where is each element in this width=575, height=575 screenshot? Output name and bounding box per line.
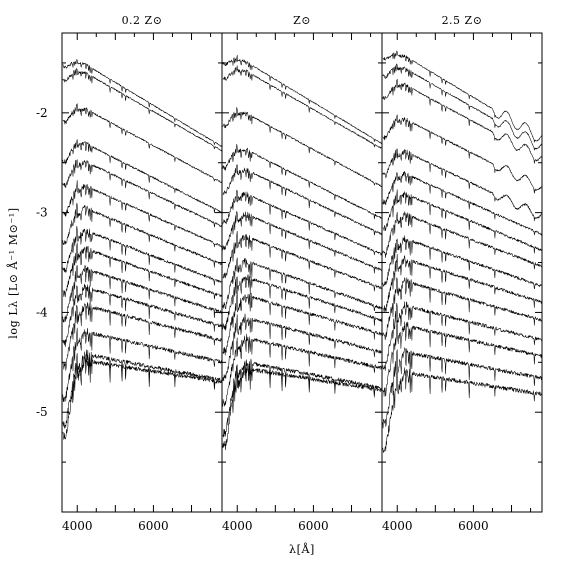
spectrum-line [382, 114, 542, 194]
panel-3: 4000 6000 2.5 Z⊙ [381, 14, 543, 533]
spectrum-line [62, 356, 222, 440]
spectrum-line [222, 189, 382, 256]
panel-frame [381, 32, 543, 513]
spectrum-line [62, 180, 222, 248]
spectra-group [222, 54, 382, 451]
spectrum-line [222, 313, 382, 382]
spectrum-line [222, 230, 382, 292]
panel-title: 0.2 Z⊙ [122, 14, 163, 27]
spectrum-line [382, 211, 542, 270]
y-tick-label: -2 [36, 106, 48, 120]
spectrum-line [382, 235, 542, 290]
spectrum-line [62, 202, 222, 268]
spectrum-line [222, 107, 382, 187]
x-tick-label: 6000 [458, 519, 489, 533]
spectrum-line [222, 289, 382, 356]
spectrum-line [222, 257, 382, 312]
y-tick-label: -3 [36, 206, 48, 220]
spectrum-line [222, 333, 382, 407]
spectra-group [382, 50, 542, 453]
spectrum-line [62, 242, 222, 300]
panels-group: 4000 6000 -2 -3 -4 -5 0.2 Z⊙ 4000 6000 Z⊙ 4000 6000… [36, 14, 543, 533]
spectrum-line [382, 253, 542, 313]
spectrum-line [62, 68, 222, 152]
spectrum-line [382, 148, 542, 222]
x-tick-label: 6000 [138, 519, 169, 533]
spectrum-line [222, 274, 382, 331]
y-tick-label: -4 [36, 305, 48, 319]
spectrum-line [222, 358, 382, 438]
spectrum-line [382, 347, 542, 429]
x-tick-label: 4000 [382, 519, 413, 533]
spectra-group [62, 59, 222, 440]
spectrum-line [382, 320, 542, 397]
spectrum-line [382, 189, 542, 254]
x-tick-label: 4000 [222, 519, 253, 533]
spectrum-line [222, 143, 382, 220]
spectrum-line [62, 225, 222, 286]
spectrum-line [382, 171, 542, 236]
spectrum-line [382, 367, 542, 453]
panel-title: 2.5 Z⊙ [442, 14, 483, 27]
x-axis-label: λ[Å] [289, 542, 315, 556]
spectrum-line [222, 363, 382, 451]
panel-2: 4000 6000 Z⊙ [221, 14, 383, 533]
panel-1: 4000 6000 -2 -3 -4 -5 0.2 Z⊙ [36, 14, 223, 533]
spectrum-line [62, 302, 222, 371]
spectrum-line [62, 283, 222, 348]
spectrum-line [62, 327, 222, 402]
spectrum-line [62, 103, 222, 183]
spectrum-line [382, 78, 542, 164]
spectrum-line [62, 159, 222, 228]
spectrum-line [382, 301, 542, 371]
spectrum-line [382, 277, 542, 341]
y-tick-label: -5 [36, 405, 48, 419]
y-axis-label: log Lλ [L⊙ Å⁻¹ M⊙⁻¹] [6, 207, 20, 338]
spectrum-line [62, 139, 222, 214]
spectrum-line [62, 265, 222, 323]
spectrum-line [62, 349, 222, 429]
spectrum-line [382, 63, 542, 151]
panel-title: Z⊙ [293, 14, 311, 27]
spectrum-line [62, 59, 222, 147]
spectrum-line [222, 54, 382, 145]
x-tick-label: 4000 [62, 519, 93, 533]
x-tick-label: 6000 [298, 519, 329, 533]
spectrum-line [382, 50, 542, 143]
spectrum-line [222, 65, 382, 149]
panel-frame [221, 32, 383, 513]
spectrum-line [222, 164, 382, 236]
spectrum-line [222, 211, 382, 274]
